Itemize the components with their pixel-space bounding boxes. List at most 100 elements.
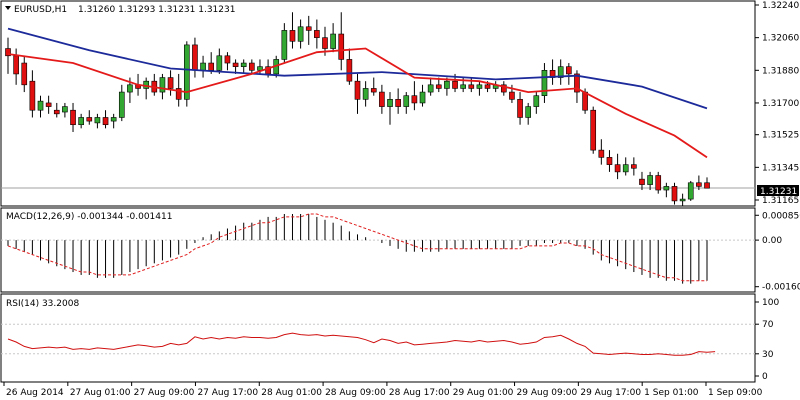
candle <box>566 63 572 85</box>
macd-tick-label: -0.001605 <box>762 283 800 293</box>
candle-body <box>53 109 60 115</box>
candle <box>492 81 499 93</box>
candle <box>631 157 637 176</box>
price-panel-frame <box>0 0 756 207</box>
candle <box>541 63 548 103</box>
candle-body <box>175 88 182 100</box>
candle <box>338 12 345 71</box>
candle <box>427 77 434 96</box>
candle-body <box>444 80 450 89</box>
candle <box>435 77 442 93</box>
candle <box>379 84 385 114</box>
candle <box>5 37 11 74</box>
candle-body <box>379 91 385 107</box>
candle <box>281 23 288 64</box>
candle-body <box>687 182 694 200</box>
candle-body <box>419 91 426 104</box>
candle <box>647 171 653 191</box>
candle <box>200 55 206 78</box>
candle <box>102 110 109 129</box>
candle-body <box>525 106 532 118</box>
candle <box>639 171 645 191</box>
candle <box>151 73 158 96</box>
candle <box>444 77 450 96</box>
time-tick-label: 1 Sep 09:00 <box>708 388 763 398</box>
macd-tick-label: 0.00 <box>762 236 782 246</box>
candle <box>240 59 247 74</box>
candle <box>29 70 36 118</box>
candle <box>696 175 702 191</box>
candle <box>330 23 336 53</box>
ma-slow-line <box>7 27 708 110</box>
macd-signal-line <box>7 213 707 282</box>
candle <box>78 113 84 129</box>
candle <box>590 106 597 154</box>
macd-series <box>1 213 755 284</box>
candle <box>216 48 223 74</box>
candle <box>557 59 564 85</box>
candle <box>314 19 320 49</box>
time-tick-label: 1 Sep 01:00 <box>644 388 699 398</box>
candle-body <box>541 70 548 96</box>
candle <box>232 59 239 74</box>
candle <box>86 110 93 125</box>
candle-body <box>192 44 198 71</box>
candle-body <box>370 88 377 93</box>
candle-body <box>517 99 523 118</box>
candle-body <box>622 164 629 173</box>
rsi-line <box>7 332 716 356</box>
time-tick-label: 28 Aug 17:00 <box>389 388 450 398</box>
price-tick-label: 1.32240 <box>762 1 799 11</box>
candle-body <box>70 109 76 126</box>
macd-panel-frame <box>0 207 756 293</box>
candle <box>411 81 418 111</box>
candle <box>419 84 426 107</box>
candle <box>305 15 312 45</box>
candle-body <box>200 62 206 71</box>
candle <box>159 73 166 100</box>
candle <box>525 102 532 125</box>
time-tick-label: 26 Aug 2014 <box>6 388 64 398</box>
candle <box>362 81 369 107</box>
candle-body <box>346 59 353 82</box>
candle-body <box>500 84 507 93</box>
time-tick-label: 29 Aug 09:00 <box>517 388 578 398</box>
candle-body <box>655 175 662 191</box>
candle-body <box>533 95 540 107</box>
time-tick-label: 28 Aug 09:00 <box>325 388 386 398</box>
candle-body <box>598 149 605 158</box>
price-tick-label: 1.31345 <box>762 163 799 173</box>
candle-body <box>566 66 572 75</box>
price-tick-label: 1.31525 <box>762 131 799 141</box>
time-tick-label: 28 Aug 01:00 <box>261 388 322 398</box>
candle-body <box>78 117 84 126</box>
candle <box>289 12 296 49</box>
candle-body <box>411 95 418 104</box>
macd-tick-label: 0.000856 <box>762 211 800 221</box>
candle <box>183 41 190 107</box>
candle-body <box>330 33 336 49</box>
candle-body <box>94 117 101 124</box>
candle <box>297 19 304 49</box>
candle-body <box>435 84 442 89</box>
candle-body <box>387 99 393 107</box>
candle-body <box>167 77 174 89</box>
current-price-value: 1.31231 <box>760 187 797 197</box>
chevron-down-icon[interactable] <box>5 6 11 10</box>
candle-body <box>127 84 133 93</box>
candle-body <box>679 198 686 202</box>
candle <box>21 55 28 93</box>
candle <box>614 153 621 180</box>
candle <box>249 59 255 74</box>
candle <box>143 77 149 100</box>
rsi-tick-label: 0 <box>762 372 768 382</box>
time-tick-label: 27 Aug 17:00 <box>197 388 258 398</box>
candle <box>598 139 605 165</box>
candle-body <box>281 30 288 60</box>
candle <box>53 102 60 118</box>
candle-body <box>631 164 637 169</box>
macd-label: MACD(12,26,9) -0.001344 -0.001411 <box>6 212 172 222</box>
candle <box>704 177 710 189</box>
price-tick-label: 1.31880 <box>762 66 799 76</box>
